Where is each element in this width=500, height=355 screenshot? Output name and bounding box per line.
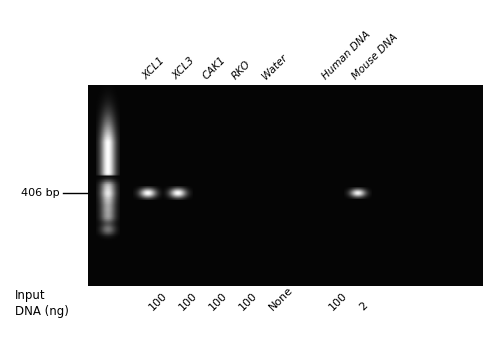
- Text: 2: 2: [358, 300, 370, 312]
- Text: Mouse DNA: Mouse DNA: [350, 32, 400, 82]
- Text: XCL3: XCL3: [170, 56, 196, 82]
- Bar: [88, 85, 482, 286]
- Text: Human DNA: Human DNA: [320, 29, 372, 82]
- Text: Water: Water: [260, 53, 289, 82]
- Text: CAK1: CAK1: [200, 55, 227, 82]
- Text: None: None: [268, 285, 295, 312]
- Text: 100: 100: [208, 290, 230, 312]
- Text: XCL1: XCL1: [140, 56, 166, 82]
- Text: RKO: RKO: [230, 59, 253, 82]
- Text: 100: 100: [328, 290, 349, 312]
- Text: Input
DNA (ng): Input DNA (ng): [15, 289, 69, 318]
- Text: 100: 100: [178, 290, 200, 312]
- Text: 406 bp: 406 bp: [22, 189, 60, 198]
- Text: 100: 100: [238, 290, 260, 312]
- Text: 100: 100: [148, 290, 170, 312]
